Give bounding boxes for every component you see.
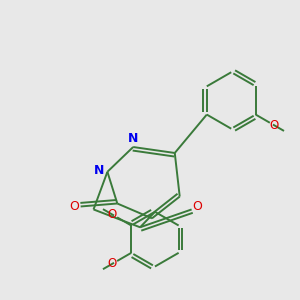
Text: N: N	[128, 132, 138, 145]
Text: O: O	[108, 208, 117, 221]
Text: N: N	[94, 164, 104, 177]
Text: O: O	[69, 200, 79, 213]
Text: O: O	[192, 200, 202, 213]
Text: O: O	[270, 119, 279, 132]
Text: O: O	[108, 257, 117, 270]
